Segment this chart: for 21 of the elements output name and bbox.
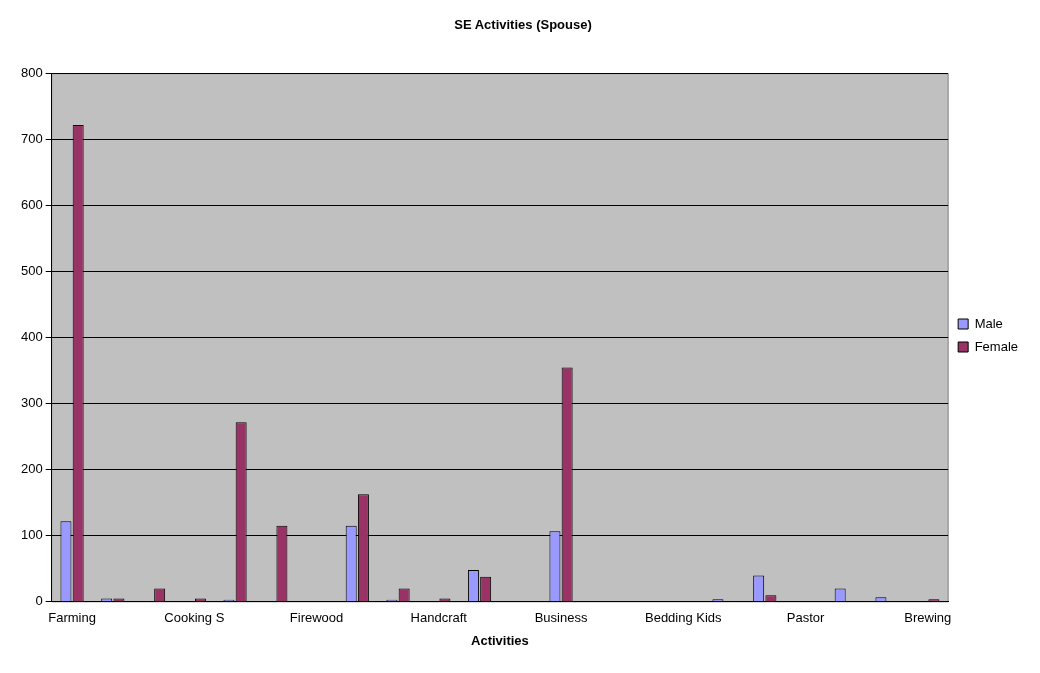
- chart-title: SE Activities (Spouse): [454, 17, 592, 33]
- y-tick-label: 100: [20, 527, 43, 543]
- legend-label: Female: [974, 338, 1019, 354]
- y-tick-label: 600: [20, 197, 43, 213]
- y-tick-label: 400: [20, 329, 43, 345]
- x-tick-label: Brewing: [904, 610, 952, 626]
- x-tick-label: Cooking S: [164, 610, 225, 626]
- y-tick-label: 300: [20, 395, 43, 411]
- y-tick-label: 500: [20, 263, 43, 279]
- legend-label: Male: [974, 315, 1003, 331]
- y-tick-label: 800: [20, 65, 43, 81]
- x-tick-label: Firewood: [289, 610, 344, 626]
- x-tick-label: Handcraft: [410, 610, 468, 626]
- y-tick-label: 700: [20, 131, 43, 147]
- y-tick-label: 0: [35, 593, 43, 609]
- x-tick-label: Bedding Kids: [644, 610, 723, 626]
- x-tick-label: Business: [534, 610, 588, 626]
- x-axis-title: Activities: [471, 632, 529, 648]
- x-tick-label: Farming: [48, 610, 96, 626]
- y-tick-label: 200: [20, 461, 43, 477]
- x-tick-label: Pastor: [786, 610, 825, 626]
